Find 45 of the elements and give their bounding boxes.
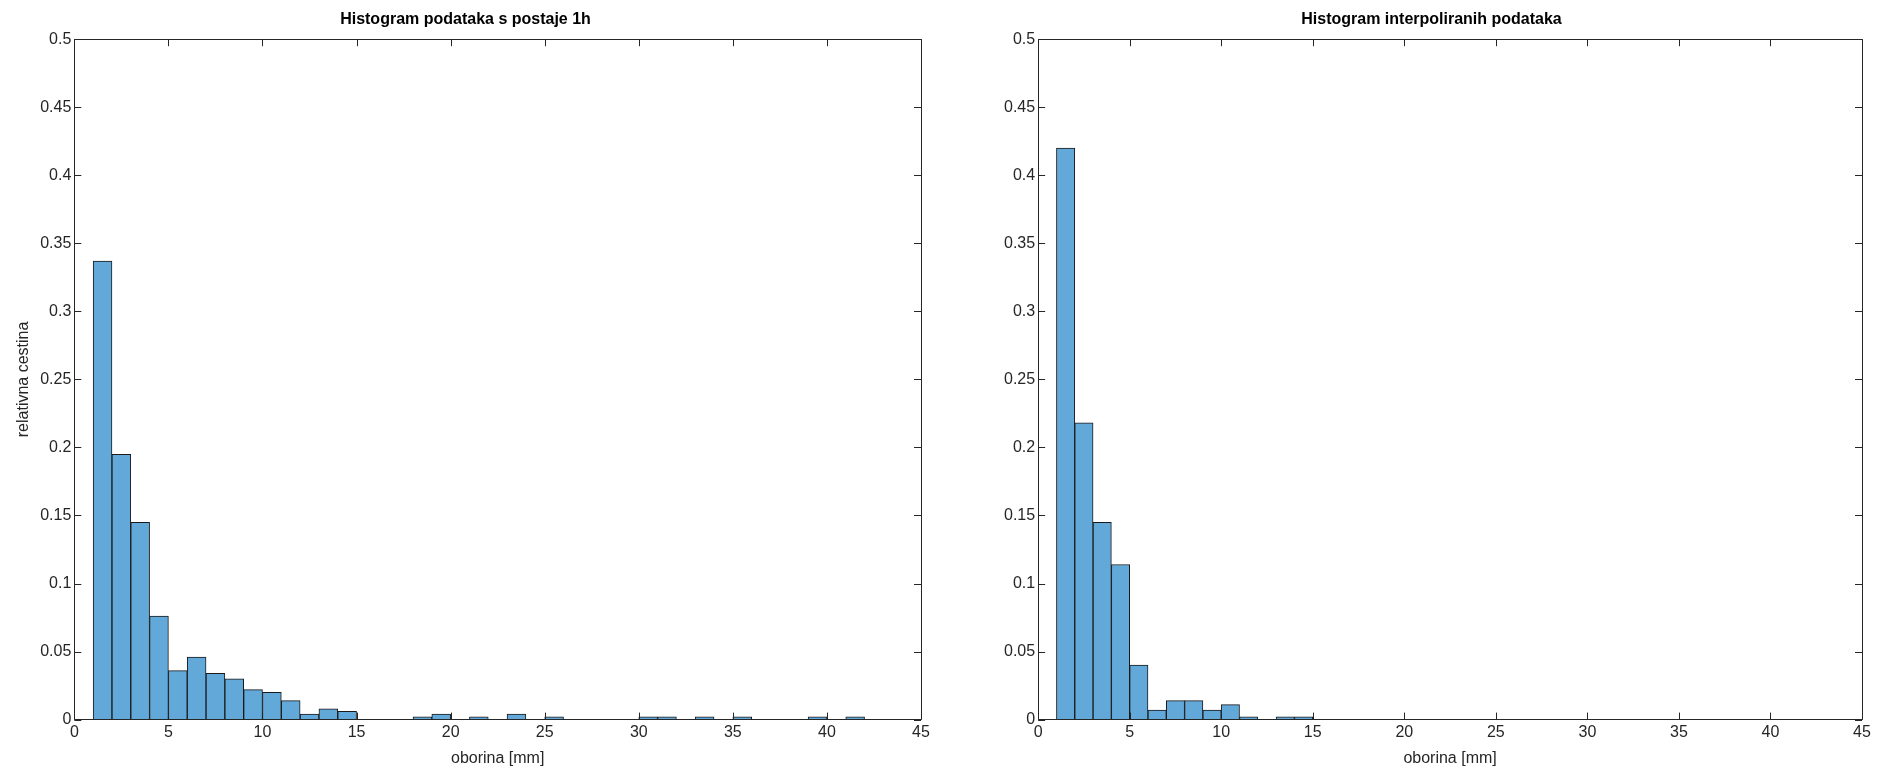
y-tick-label: 0.15: [1004, 505, 1036, 523]
y-tick-label: 0.3: [1012, 301, 1036, 319]
x-tick-label: 5: [163, 722, 173, 740]
x-tick-label: 25: [535, 722, 554, 740]
x-tick-label: 15: [347, 722, 366, 740]
y-tick-label: 0.1: [49, 573, 72, 591]
y-tick-label: 0.5: [1012, 29, 1036, 47]
y-tick-label: 0.5: [49, 29, 72, 47]
x-tick-label: 5: [1125, 722, 1135, 740]
x-tick-label: 15: [1303, 722, 1322, 740]
y-tick-label: 0.35: [1004, 233, 1036, 251]
y-tick-label: 0.05: [1004, 641, 1036, 659]
y-tick-label: 0.1: [1012, 573, 1036, 591]
x-tick-label: 30: [1578, 722, 1597, 740]
y-tick-label: 0: [1026, 710, 1036, 728]
x-tick-label: 20: [441, 722, 460, 740]
x-tick-label: 40: [818, 722, 836, 740]
x-tick-label: 30: [629, 722, 648, 740]
x-tick-label: 10: [1212, 722, 1231, 740]
x-axis-title: oborina [mm]: [450, 748, 545, 766]
x-tick-label: 10: [253, 722, 272, 740]
y-tick-label: 0.45: [40, 97, 72, 115]
x-tick-label: 35: [1670, 722, 1688, 740]
x-tick-label: 25: [1486, 722, 1505, 740]
x-tick-label: 45: [912, 722, 930, 740]
x-tick-label: 40: [1761, 722, 1780, 740]
y-tick-label: 0.35: [40, 233, 72, 251]
x-tick-label: 45: [1853, 722, 1871, 740]
chart-title: Histogram podataka s postaje 1h: [340, 10, 591, 28]
y-tick-label: 0.2: [1012, 437, 1036, 455]
x-axis-title: oborina [mm]: [1403, 748, 1497, 766]
x-tick-label: 20: [1395, 722, 1414, 740]
y-tick-label: 0.15: [40, 505, 72, 523]
y-tick-label: 0.3: [49, 301, 72, 319]
chart-title: Histogram interpoliranih podataka: [1301, 10, 1562, 28]
y-tick-label: 0.2: [49, 437, 72, 455]
y-tick-label: 0.25: [1004, 369, 1036, 387]
y-tick-label: 0.45: [1004, 97, 1036, 115]
x-tick-label: 35: [723, 722, 742, 740]
y-axis-title: relativna cestina: [14, 321, 32, 438]
y-tick-label: 0.05: [40, 641, 72, 659]
y-tick-label: 0.25: [40, 369, 72, 387]
y-tick-label: 0: [62, 710, 72, 728]
y-tick-label: 0.4: [1012, 165, 1036, 183]
y-tick-label: 0.4: [49, 165, 72, 183]
